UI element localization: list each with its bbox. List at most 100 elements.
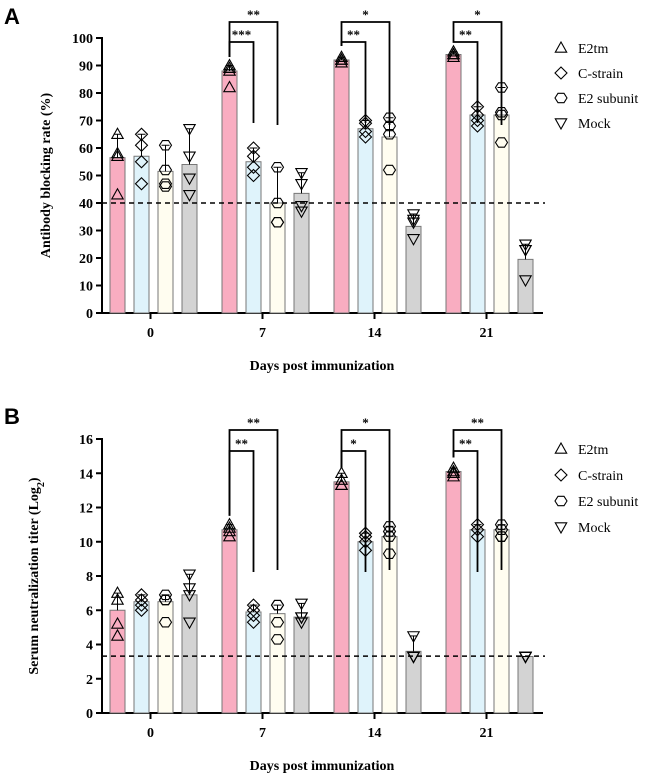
- y-tick-label: 2: [86, 673, 93, 688]
- data-point: [158, 164, 173, 176]
- data-point: [358, 113, 373, 128]
- bar-mock: [405, 650, 422, 714]
- significance-label: *: [362, 7, 369, 22]
- data-point: [494, 82, 509, 93]
- data-point: [382, 526, 397, 537]
- bar-c-strain: [245, 161, 262, 314]
- data-point: [446, 469, 461, 482]
- x-axis-label: Days post immunization: [250, 759, 395, 774]
- legend-label: Mock: [578, 521, 611, 536]
- bar-e2-subunit: [157, 601, 174, 714]
- data-point: [406, 234, 421, 246]
- triangle-down-icon: [554, 118, 568, 131]
- significance-label: **: [235, 436, 248, 451]
- bar-e2tm: [333, 59, 350, 314]
- legend-item: E2tm: [554, 40, 608, 57]
- bar-c-strain: [133, 155, 150, 314]
- data-point: [494, 524, 509, 535]
- x-tick-label: 21: [480, 726, 494, 741]
- y-tick-label: 10: [79, 536, 93, 551]
- data-point: [334, 55, 349, 68]
- significance-bracket: [452, 429, 503, 570]
- data-point: [358, 130, 373, 144]
- data-point: [246, 149, 261, 164]
- data-point: [446, 44, 461, 57]
- data-point: [334, 466, 349, 479]
- data-point: [134, 593, 149, 607]
- data-point: [222, 517, 237, 530]
- data-point: [518, 245, 533, 257]
- y-tick-label: 8: [86, 570, 93, 585]
- data-point: [222, 524, 237, 537]
- data-point: [158, 181, 173, 192]
- significance-label: **: [247, 7, 260, 22]
- bar-e2-subunit: [493, 114, 510, 314]
- bar-mock: [517, 655, 534, 714]
- data-point: [134, 598, 149, 612]
- data-point: [222, 58, 237, 71]
- bar-e2tm: [333, 481, 350, 714]
- x-tick-label: 7: [259, 726, 266, 741]
- significance-label: *: [362, 415, 369, 430]
- data-point: [246, 168, 261, 183]
- data-point: [110, 585, 125, 598]
- y-tick-label: 80: [79, 87, 93, 102]
- significance-label: *: [474, 7, 481, 22]
- data-point: [182, 124, 197, 136]
- y-tick-label: 16: [79, 433, 93, 448]
- y-tick-label: 100: [72, 32, 93, 47]
- data-point: [446, 47, 461, 60]
- diamond-icon: [554, 468, 568, 482]
- data-point: [110, 127, 125, 139]
- x-tick-label: 14: [368, 326, 382, 341]
- y-tick-label: 70: [79, 115, 93, 130]
- bar-c-strain: [469, 114, 486, 314]
- bar-mock: [405, 225, 422, 314]
- data-point: [222, 80, 237, 93]
- data-point: [134, 127, 149, 142]
- x-tick-label: 7: [259, 326, 266, 341]
- data-point: [270, 617, 285, 628]
- y-axis-label-subscript: 2: [36, 482, 47, 487]
- data-point: [246, 608, 261, 623]
- data-point: [110, 146, 125, 159]
- data-point: [294, 206, 309, 219]
- data-point: [110, 592, 125, 605]
- data-point: [334, 50, 349, 63]
- data-point: [222, 529, 237, 542]
- data-point: [110, 616, 125, 629]
- data-point: [334, 472, 349, 485]
- legend-item: Mock: [554, 521, 611, 536]
- legend-item: E2 subunit: [554, 495, 638, 510]
- data-point: [406, 651, 421, 664]
- data-point: [182, 569, 197, 582]
- data-point: [270, 197, 285, 209]
- y-tick-label: 4: [86, 639, 93, 654]
- bar-e2tm: [221, 529, 238, 714]
- panel-label: A: [4, 4, 20, 29]
- data-point: [334, 478, 349, 490]
- hexagon-icon: [554, 495, 568, 507]
- legend-item: C-strain: [554, 66, 623, 82]
- data-point: [134, 588, 149, 602]
- data-point: [182, 583, 197, 596]
- bar-c-strain: [245, 611, 262, 714]
- data-point: [358, 124, 373, 139]
- data-point: [494, 107, 509, 118]
- bar-e2-subunit: [269, 202, 286, 314]
- bar-e2tm: [445, 471, 462, 714]
- data-point: [382, 112, 397, 123]
- data-point: [182, 590, 197, 602]
- significance-label: **: [459, 436, 472, 451]
- y-axis-label-text: Serum neutralization titer (Log: [27, 487, 42, 675]
- data-point: [294, 168, 309, 180]
- significance-label: ***: [232, 27, 252, 42]
- legend-label: E2 subunit: [578, 495, 638, 510]
- data-point: [494, 531, 509, 542]
- legend-item: E2tm: [554, 441, 608, 458]
- data-point: [158, 178, 173, 189]
- data-point: [518, 651, 533, 664]
- triangle-up-icon: [554, 40, 568, 53]
- data-point: [182, 151, 197, 164]
